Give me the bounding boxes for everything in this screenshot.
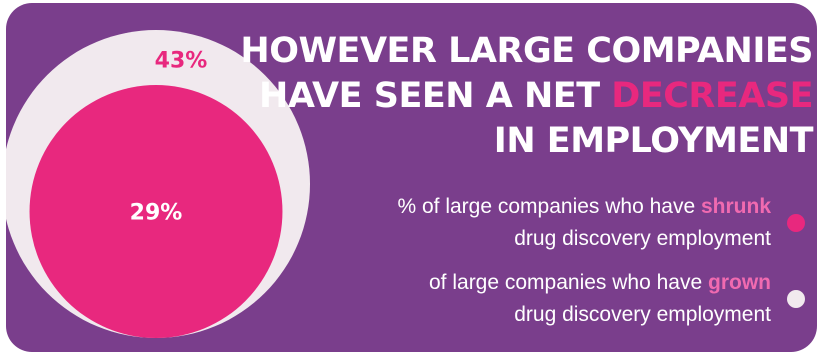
legend-shrunk-highlight: shrunk bbox=[700, 195, 771, 218]
circle-shrunk bbox=[29, 85, 283, 338]
legend-item-shrunk: % of large companies who have shrunk dru… bbox=[345, 191, 805, 255]
legend-text-shrunk: % of large companies who have shrunk dru… bbox=[397, 191, 771, 255]
nested-circle-chart: 43% 29% bbox=[6, 30, 310, 338]
legend-item-grown: of large companies who have grown drug d… bbox=[345, 267, 805, 331]
legend-grown-line-2: drug discovery employment bbox=[514, 303, 771, 326]
label-shrunk-value: 29% bbox=[130, 201, 183, 226]
legend-grown-line-1: of large companies who have grown bbox=[429, 267, 771, 299]
headline-accent-word: DECREASE bbox=[611, 76, 813, 116]
headline: HOWEVER LARGE COMPANIES HAVE SEEN A NET … bbox=[213, 29, 813, 164]
legend-shrunk-prefix: % of large companies who have bbox=[397, 195, 701, 218]
legend-dot-grown bbox=[787, 290, 805, 308]
legend-grown-prefix: of large companies who have bbox=[429, 271, 708, 294]
label-grown-value: 43% bbox=[155, 49, 208, 74]
headline-line-3: IN EMPLOYMENT bbox=[493, 121, 814, 161]
headline-line-2: HAVE SEEN A NET DECREASE bbox=[213, 74, 813, 119]
legend-shrunk-line-2: drug discovery employment bbox=[514, 227, 771, 250]
legend-shrunk-line-1: % of large companies who have shrunk bbox=[397, 191, 771, 223]
legend-text-grown: of large companies who have grown drug d… bbox=[429, 267, 771, 331]
headline-line-1: HOWEVER LARGE COMPANIES bbox=[240, 31, 813, 71]
infographic-card: 43% 29% HOWEVER LARGE COMPANIES HAVE SEE… bbox=[6, 3, 817, 352]
headline-line-2-text: HAVE SEEN A NET bbox=[259, 76, 612, 116]
legend-dot-shrunk bbox=[787, 214, 805, 232]
legend-grown-highlight: grown bbox=[708, 271, 771, 294]
